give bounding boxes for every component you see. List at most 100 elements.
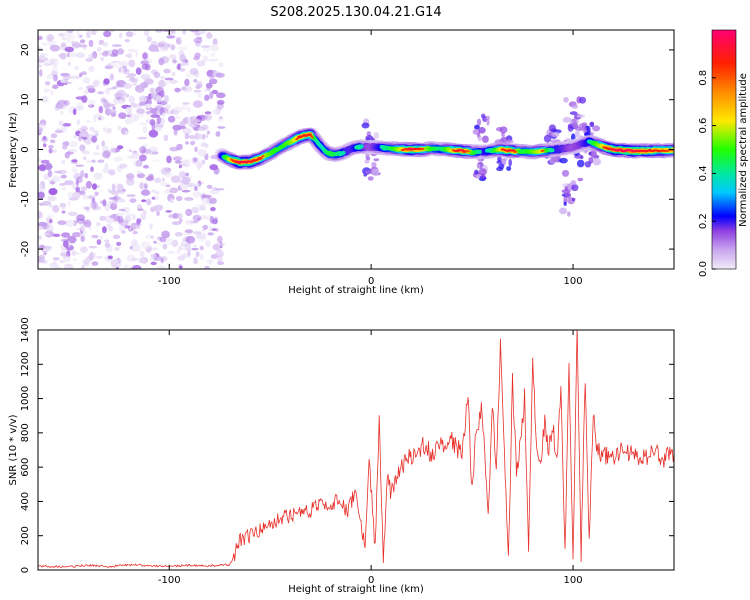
noise-blob bbox=[171, 221, 181, 226]
noise-blob bbox=[139, 122, 148, 125]
burst-blob bbox=[576, 159, 585, 168]
burst-blob bbox=[482, 135, 489, 143]
noise-blob bbox=[127, 48, 135, 53]
noise-blob bbox=[81, 150, 90, 155]
noise-blob bbox=[38, 235, 42, 240]
noise-blob bbox=[103, 30, 112, 38]
noise-blob bbox=[111, 198, 118, 207]
noise-blob bbox=[178, 125, 186, 129]
snr-xlabel: Height of straight line (km) bbox=[288, 584, 424, 595]
noise-blob bbox=[179, 67, 186, 72]
y-tick-label: 1400 bbox=[20, 317, 31, 342]
noise-blob bbox=[107, 225, 114, 232]
noise-blob bbox=[93, 172, 103, 180]
burst-blob bbox=[586, 125, 591, 134]
noise-blob bbox=[161, 177, 165, 182]
noise-blob bbox=[125, 213, 135, 217]
noise-blob bbox=[48, 188, 58, 196]
noise-blob bbox=[173, 109, 180, 116]
noise-blob bbox=[146, 198, 152, 206]
noise-blob bbox=[140, 241, 151, 249]
noise-blob bbox=[85, 120, 91, 123]
noise-blob bbox=[67, 211, 78, 217]
burst-blob bbox=[366, 131, 372, 137]
noise-blob bbox=[51, 175, 61, 183]
noise-blob bbox=[149, 146, 159, 151]
noise-blob bbox=[68, 148, 78, 153]
noise-blob bbox=[143, 30, 150, 37]
noise-blob bbox=[170, 175, 181, 183]
noise-blob bbox=[121, 230, 126, 234]
noise-blob bbox=[112, 86, 117, 90]
noise-blob bbox=[167, 43, 171, 48]
y-tick-label: 0 bbox=[20, 567, 31, 573]
noise-blob bbox=[62, 74, 71, 81]
noise-blob bbox=[90, 166, 94, 172]
noise-blob bbox=[155, 190, 160, 195]
y-tick-label: 800 bbox=[20, 423, 31, 442]
noise-blob bbox=[43, 232, 50, 236]
noise-blob bbox=[42, 143, 47, 148]
noise-blob bbox=[71, 167, 78, 174]
noise-blob bbox=[50, 89, 54, 96]
noise-blob bbox=[61, 210, 66, 214]
noise-blob bbox=[151, 196, 156, 200]
noise-blob bbox=[61, 232, 71, 238]
noise-blob bbox=[200, 253, 204, 261]
noise-blob bbox=[111, 49, 118, 57]
noise-blob bbox=[153, 177, 162, 184]
burst-blob bbox=[373, 132, 380, 140]
colorbar-gradient bbox=[711, 29, 737, 270]
noise-blob bbox=[113, 156, 123, 162]
noise-blob bbox=[151, 247, 159, 251]
x-tick-label: 100 bbox=[564, 575, 583, 586]
noise-blob bbox=[192, 191, 202, 198]
colorbar: 0.0 0.2 0.4 0.6 0.8 Normalized spectral ampl… bbox=[698, 29, 749, 277]
noise-blob bbox=[94, 191, 99, 197]
x-tick-label: 0 bbox=[368, 276, 374, 287]
burst-blob bbox=[559, 157, 568, 164]
noise-blob bbox=[38, 164, 47, 172]
noise-blob bbox=[192, 157, 198, 163]
noise-blob bbox=[198, 236, 207, 242]
noise-blob bbox=[59, 52, 67, 60]
noise-blob bbox=[199, 245, 204, 251]
noise-blob bbox=[189, 134, 195, 140]
noise-blob bbox=[187, 106, 191, 113]
noise-blob bbox=[117, 125, 122, 131]
noise-blob bbox=[60, 252, 69, 257]
noise-blob bbox=[173, 128, 178, 136]
noise-blob bbox=[108, 169, 116, 176]
noise-blob bbox=[149, 87, 155, 94]
noise-blob bbox=[135, 159, 143, 167]
noise-blob bbox=[38, 225, 44, 230]
noise-blob bbox=[125, 31, 134, 38]
noise-blob bbox=[100, 116, 105, 121]
noise-blob bbox=[66, 52, 70, 58]
x-tick-label: 0 bbox=[368, 575, 374, 586]
burst-blob bbox=[567, 211, 571, 217]
figure-title: S208.2025.130.04.21.G14 bbox=[270, 5, 441, 20]
noise-blob bbox=[177, 63, 181, 71]
ridge-peak bbox=[255, 158, 260, 162]
noise-blob bbox=[164, 237, 174, 246]
noise-blob bbox=[88, 53, 96, 59]
noise-blob bbox=[92, 51, 98, 59]
noise-blob bbox=[217, 261, 225, 265]
noise-blob bbox=[155, 48, 160, 52]
noise-blob bbox=[165, 210, 172, 213]
noise-blob bbox=[62, 141, 70, 146]
noise-blob bbox=[103, 78, 110, 85]
noise-blob bbox=[86, 30, 91, 39]
noise-blob bbox=[91, 205, 102, 211]
noise-blob bbox=[76, 30, 80, 38]
noise-blob bbox=[148, 173, 154, 180]
y-tick-label: 20 bbox=[20, 44, 31, 57]
noise-blob bbox=[198, 133, 203, 140]
noise-blob bbox=[59, 259, 66, 264]
burst-blob bbox=[474, 169, 479, 175]
noise-blob bbox=[170, 198, 174, 204]
noise-blob bbox=[184, 229, 194, 234]
noise-blob bbox=[195, 84, 201, 90]
